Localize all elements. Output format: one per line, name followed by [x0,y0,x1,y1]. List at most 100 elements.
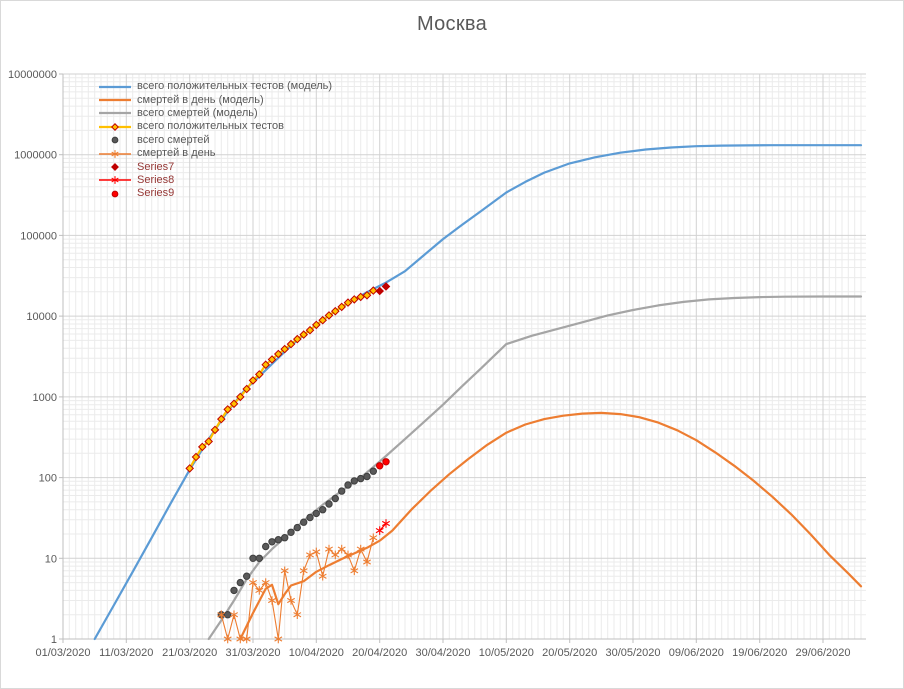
deaths-total-actual-marker [236,578,245,587]
deaths-total-actual-marker [230,586,238,595]
deaths-per-day-actual-marker [369,533,378,542]
deaths-per-day-actual-marker [242,634,251,644]
tests-actual-legend-sample-icon [99,122,131,131]
legend-item-series8[interactable]: Series8 [98,174,332,187]
tests-actual-marker [273,349,283,359]
deaths-per-day-actual-marker [293,610,302,619]
tests-actual-marker [343,298,353,307]
deaths-per-day-actual-marker [249,578,257,587]
x-tick-label: 11/03/2020 [99,647,153,659]
y-tick-label: 1000 [33,392,57,404]
series-deaths-per-day-model[interactable] [239,411,863,641]
deaths-total-actual-marker [350,477,358,485]
deaths-total-actual-marker [287,528,295,536]
series-series8[interactable] [375,519,390,535]
deaths-total-actual-marker [338,487,346,495]
series-deaths-per-day-actual[interactable] [217,533,378,644]
legend-item-tests-model[interactable]: всего положительных тестов (модель) [98,80,332,93]
y-tick-label: 10000000 [8,69,57,81]
deaths-per-day-actual-marker [230,610,238,619]
series-deaths-total-model[interactable] [207,295,863,641]
deaths-total-actual-marker [369,467,377,475]
tests-actual-marker [229,399,239,409]
deaths-total-actual-marker [325,500,333,508]
series-tests-model[interactable] [93,144,863,641]
legend-item-label: всего положительных тестов (модель) [137,80,333,93]
series-series7[interactable] [375,282,391,296]
series7-marker [111,163,119,171]
deaths-total-actual-marker [255,554,263,562]
y-tick-label: 10000 [26,311,57,323]
tests-actual-marker [210,425,220,435]
tests-actual-marker [235,392,245,402]
deaths-per-day-actual-marker [356,544,365,554]
deaths-per-day-actual-marker [331,550,340,560]
deaths-per-day-model-legend-sample-icon [99,98,131,102]
tests-actual-marker [204,437,214,446]
tests-actual-marker [261,360,271,370]
series-series9[interactable] [376,458,390,470]
tests-actual-marker [349,295,359,304]
x-tick-label: 10/04/2020 [289,647,344,659]
tests-actual-marker [223,405,233,414]
deaths-per-day-actual-marker [312,547,321,557]
deaths-total-model-legend-sample-icon [99,112,131,115]
deaths-per-day-actual-marker [236,634,245,644]
legend-item-deaths-per-day-model[interactable]: смертей в день (модель) [98,93,332,106]
series8-marker [382,519,390,528]
deaths-total-actual-marker [363,472,371,481]
deaths-per-day-actual-marker [306,550,314,560]
x-tick-label: 30/04/2020 [415,647,470,659]
deaths-per-day-actual-marker [344,550,352,560]
deaths-total-actual-marker [312,509,320,518]
tests-actual-marker [267,355,277,364]
tests-actual-marker [337,302,347,312]
tests-actual-marker [305,325,315,335]
legend-item-label: всего положительных тестов [137,120,284,133]
x-tick-label: 21/03/2020 [162,647,217,659]
x-tick-label: 30/05/2020 [605,647,660,659]
legend-item-deaths-per-day-actual[interactable]: смертей в день [98,147,332,160]
tests-model-legend-sample-icon [99,85,131,88]
deaths-total-actual-marker [262,542,270,551]
tests-actual-marker [254,370,264,379]
x-tick-label: 31/03/2020 [225,647,280,659]
legend-item-label: всего смертей [137,133,210,146]
deaths-total-actual-marker [224,611,232,619]
legend-item-deaths-total-actual[interactable]: всего смертей [98,134,332,147]
series8-marker [375,526,384,535]
tests-actual-marker [330,306,340,316]
series-deaths-total-actual[interactable] [217,467,377,619]
y-tick-label: 1 [51,634,57,646]
deaths-per-day-actual-marker [337,544,346,554]
series7-marker [375,286,385,296]
tests-actual-marker [292,334,302,344]
deaths-per-day-actual-marker [318,571,327,581]
legend-item-series9[interactable]: Series9 [98,187,332,200]
tests-actual-marker [299,330,309,339]
series7-marker [381,282,391,291]
legend-item-deaths-total-model[interactable]: всего смертей (модель) [98,107,332,120]
deaths-total-actual-marker [300,518,308,526]
series-tests-actual[interactable] [185,286,378,473]
series9-marker [376,462,384,470]
deaths-per-day-actual-marker [268,596,276,605]
deaths-total-actual-marker [274,536,282,544]
deaths-per-day-actual-marker [223,634,232,644]
deaths-per-day-actual-marker [280,566,289,576]
deaths-total-actual-marker [268,538,276,546]
tests-actual-marker [286,339,296,349]
legend-item-tests-actual[interactable]: всего положительных тестов [98,120,332,133]
x-tick-label: 10/05/2020 [479,647,534,659]
legend-item-label: Series9 [137,187,175,200]
tests-actual-marker [197,442,207,452]
deaths-per-day-actual-marker [217,610,226,619]
deaths-per-day-actual-marker [363,557,371,567]
series9-marker [111,190,119,198]
legend-item-series7[interactable]: Series7 [98,160,332,173]
x-tick-label: 01/03/2020 [35,647,90,659]
tests-actual-marker [318,315,328,325]
chart-title: Москва [416,13,488,35]
tests-actual-marker [368,286,378,295]
